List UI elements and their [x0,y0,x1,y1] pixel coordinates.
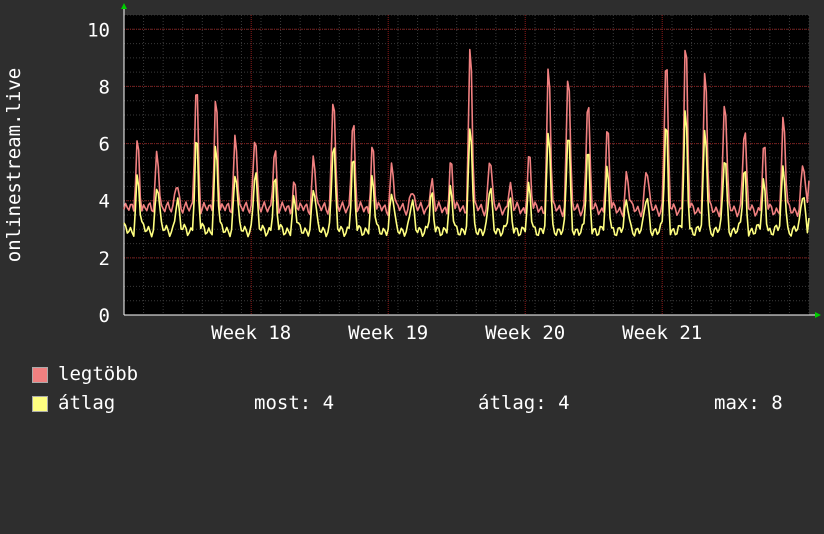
legend-label-max: legtöbb [58,363,139,385]
legend-swatch-max [32,367,48,383]
y-tick-label: 0 [99,305,110,327]
x-tick-label: Week 19 [348,322,428,344]
x-axis-arrow [815,312,821,318]
stat-now: most: 4 [254,392,335,414]
legend-row-avg: átlag most: 4 átlag: 4 max: 8 [32,393,792,413]
chart: onlinestream.live 0 2 4 6 8 10 Week 18 Week 19 W… [3,3,821,413]
y-tick-label: 10 [87,19,110,41]
y-tick-label: 6 [99,134,110,156]
stat-avg: átlag: 4 [478,392,570,414]
y-tick-label: 8 [99,76,110,98]
x-tick-label: Week 21 [622,322,702,344]
y-tick-label: 4 [99,191,110,213]
legend-label-avg: átlag [58,392,116,414]
legend-swatch-avg [32,396,48,412]
series-line-1 [123,110,810,238]
legend-row-max: legtöbb [32,364,138,384]
x-tick-label: Week 20 [485,322,565,344]
plot-area [124,15,809,315]
x-tick-label: Week 18 [211,322,291,344]
chart-canvas: 0 2 4 6 8 10 Week 18 Week 19 Week 20 Week 21 [87,3,821,344]
y-tick-label: 2 [99,248,110,270]
stat-max: max: 8 [714,392,783,414]
y-axis-arrow [121,3,127,9]
